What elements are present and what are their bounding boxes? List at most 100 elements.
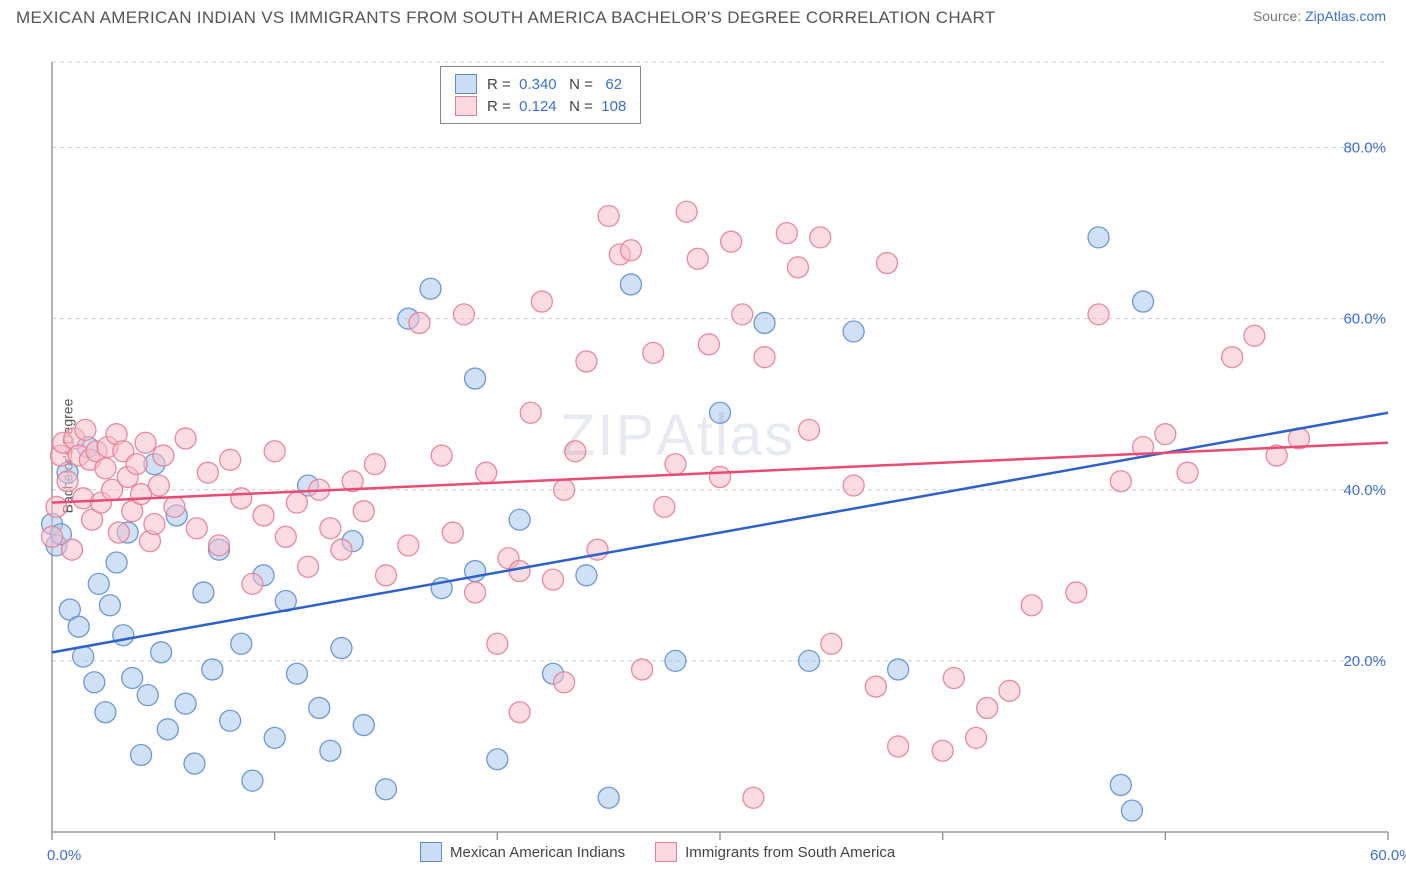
scatter-point — [932, 740, 953, 761]
scatter-point — [487, 749, 508, 770]
legend-swatch — [455, 96, 477, 116]
scatter-point — [42, 526, 63, 547]
scatter-point — [554, 672, 575, 693]
scatter-point — [754, 347, 775, 368]
scatter-point — [565, 441, 586, 462]
scatter-point — [157, 719, 178, 740]
scatter-point — [799, 419, 820, 440]
scatter-point — [209, 535, 230, 556]
scatter-point — [966, 727, 987, 748]
scatter-point — [576, 565, 597, 586]
scatter-point — [193, 582, 214, 603]
scatter-point — [843, 321, 864, 342]
scatter-point — [698, 334, 719, 355]
scatter-point — [126, 454, 147, 475]
legend-swatch — [455, 74, 477, 94]
scatter-point — [1222, 347, 1243, 368]
scatter-point — [776, 223, 797, 244]
series-legend: Mexican American Indians Immigrants from … — [420, 842, 895, 862]
scatter-point — [331, 638, 352, 659]
scatter-point — [1244, 325, 1265, 346]
scatter-point — [999, 680, 1020, 701]
scatter-point — [665, 650, 686, 671]
chart-header: MEXICAN AMERICAN INDIAN VS IMMIGRANTS FR… — [0, 0, 1406, 32]
legend-swatch — [655, 842, 677, 862]
scatter-point — [106, 552, 127, 573]
scatter-point — [888, 659, 909, 680]
scatter-point — [75, 419, 96, 440]
scatter-point — [1021, 595, 1042, 616]
legend-swatch — [420, 842, 442, 862]
scatter-point — [148, 475, 169, 496]
scatter-point — [465, 368, 486, 389]
scatter-point — [977, 697, 998, 718]
scatter-point — [84, 672, 105, 693]
scatter-point — [376, 565, 397, 586]
scatter-point — [877, 253, 898, 274]
scatter-point — [643, 342, 664, 363]
scatter-point — [676, 201, 697, 222]
scatter-point — [1066, 582, 1087, 603]
scatter-point — [843, 475, 864, 496]
scatter-point — [710, 402, 731, 423]
scatter-point — [108, 522, 129, 543]
series-name: Immigrants from South America — [685, 844, 895, 861]
scatter-point — [220, 449, 241, 470]
scatter-point — [821, 633, 842, 654]
scatter-point — [598, 787, 619, 808]
trend-line — [52, 413, 1388, 653]
scatter-point — [264, 441, 285, 462]
scatter-point — [632, 659, 653, 680]
scatter-point — [309, 697, 330, 718]
scatter-point — [184, 753, 205, 774]
scatter-point — [810, 227, 831, 248]
scatter-point — [543, 569, 564, 590]
scatter-point — [286, 663, 307, 684]
scatter-point — [95, 458, 116, 479]
scatter-point — [151, 642, 172, 663]
source-link[interactable]: ZipAtlas.com — [1305, 8, 1386, 24]
scatter-point — [1121, 800, 1142, 821]
scatter-point — [1110, 471, 1131, 492]
scatter-point — [253, 505, 274, 526]
scatter-point — [620, 274, 641, 295]
scatter-point — [264, 727, 285, 748]
scatter-point — [62, 539, 83, 560]
scatter-point — [1133, 291, 1154, 312]
scatter-point — [732, 304, 753, 325]
correlation-legend: R = 0.340 N = 62R = 0.124 N = 108 — [440, 66, 641, 124]
svg-text:60.0%: 60.0% — [1370, 847, 1406, 864]
scatter-point — [197, 462, 218, 483]
scatter-point — [175, 428, 196, 449]
scatter-point — [865, 676, 886, 697]
chart-area: Bachelor's Degree 0.0%60.0% 20.0%40.0%60… — [0, 32, 1406, 880]
scatter-point — [320, 740, 341, 761]
scatter-point — [353, 501, 374, 522]
legend-row: R = 0.124 N = 108 — [455, 95, 626, 117]
series-name: Mexican American Indians — [450, 844, 625, 861]
scatter-point — [598, 206, 619, 227]
scatter-point — [1155, 424, 1176, 445]
scatter-point — [476, 462, 497, 483]
chart-source: Source: ZipAtlas.com — [1253, 8, 1386, 24]
scatter-point — [137, 685, 158, 706]
scatter-point — [398, 535, 419, 556]
scatter-point — [520, 402, 541, 423]
scatter-point — [888, 736, 909, 757]
scatter-point — [509, 509, 530, 530]
scatter-point — [376, 779, 397, 800]
scatter-point — [743, 787, 764, 808]
scatter-point — [275, 526, 296, 547]
scatter-point — [710, 466, 731, 487]
scatter-point — [144, 514, 165, 535]
scatter-point — [164, 496, 185, 517]
scatter-plot: 0.0%60.0% 20.0%40.0%60.0%80.0% — [0, 32, 1406, 880]
scatter-point — [231, 633, 252, 654]
scatter-point — [409, 312, 430, 333]
scatter-point — [113, 625, 134, 646]
scatter-point — [1110, 774, 1131, 795]
scatter-point — [509, 702, 530, 723]
svg-text:60.0%: 60.0% — [1343, 311, 1386, 328]
scatter-point — [487, 633, 508, 654]
scatter-point — [320, 518, 341, 539]
